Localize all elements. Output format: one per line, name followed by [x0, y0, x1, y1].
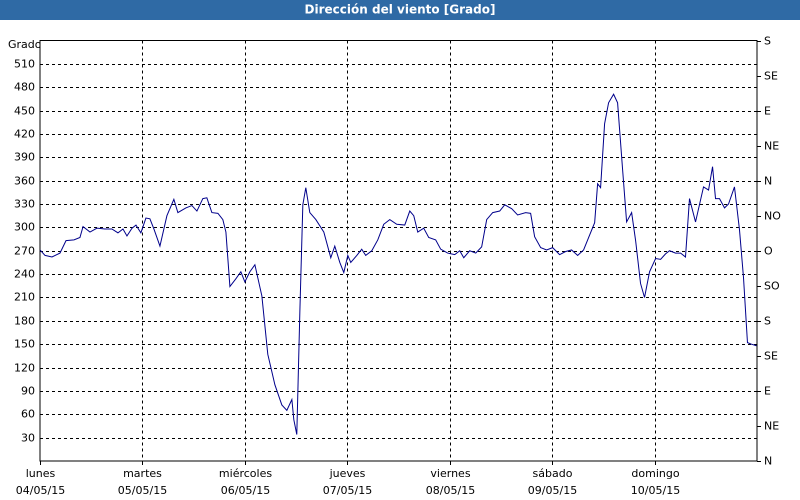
x-tick-label: jueves	[329, 467, 366, 480]
x-tick-date: 09/05/15	[528, 484, 577, 497]
y2-tick-label: S	[764, 315, 771, 328]
y-tick-label: 390	[14, 151, 35, 164]
y-tick-label: 360	[14, 175, 35, 188]
y-tick-label: 90	[21, 385, 35, 398]
x-tick-label: miércoles	[219, 467, 272, 480]
x-tick-label: sábado	[533, 467, 573, 480]
y2-tick-label: N	[764, 175, 772, 188]
x-tick-date: 04/05/15	[16, 484, 65, 497]
y-tick-label: 270	[14, 245, 35, 258]
x-tick-label: lunes	[26, 467, 56, 480]
y-tick-label: 30	[21, 432, 35, 445]
plot-frame	[39, 40, 758, 462]
x-tick-date: 06/05/15	[221, 484, 270, 497]
y-tick-label: 180	[14, 315, 35, 328]
x-tick-label: domingo	[631, 467, 679, 480]
y-tick-label: 60	[21, 408, 35, 421]
y2-tick-label: NE	[764, 420, 779, 433]
y-tick-label: 210	[14, 291, 35, 304]
y-tick-label: 480	[14, 81, 35, 94]
y-tick-label: 300	[14, 221, 35, 234]
y-tick-label: 150	[14, 338, 35, 351]
x-tick-date: 08/05/15	[426, 484, 475, 497]
chart-title: Dirección del viento [Grado]	[305, 3, 496, 17]
y2-tick-label: N	[764, 455, 772, 468]
y-axis-label: Grado	[8, 38, 42, 51]
x-tick-date: 10/05/15	[631, 484, 680, 497]
title-bar	[0, 0, 800, 20]
y-tick-label: 420	[14, 128, 35, 141]
x-tick-date: 05/05/15	[118, 484, 167, 497]
y2-tick-label: O	[764, 245, 773, 258]
x-tick-date: 07/05/15	[323, 484, 372, 497]
x-tick-label: martes	[123, 467, 162, 480]
y-tick-label: 120	[14, 362, 35, 375]
y2-tick-label: S	[764, 35, 771, 48]
y-tick-label: 510	[14, 58, 35, 71]
line-series	[39, 93, 757, 435]
y2-tick-label: NO	[764, 210, 781, 223]
y2-tick-label: SE	[764, 350, 778, 363]
y2-tick-label: SE	[764, 70, 778, 83]
y-tick-label: 450	[14, 105, 35, 118]
y2-tick-label: E	[764, 105, 771, 118]
y-tick-label: 330	[14, 198, 35, 211]
y-tick-label: 240	[14, 268, 35, 281]
y2-tick-label: SO	[764, 280, 780, 293]
y2-tick-label: NE	[764, 140, 779, 153]
x-tick-label: viernes	[430, 467, 470, 480]
y2-tick-label: E	[764, 385, 771, 398]
